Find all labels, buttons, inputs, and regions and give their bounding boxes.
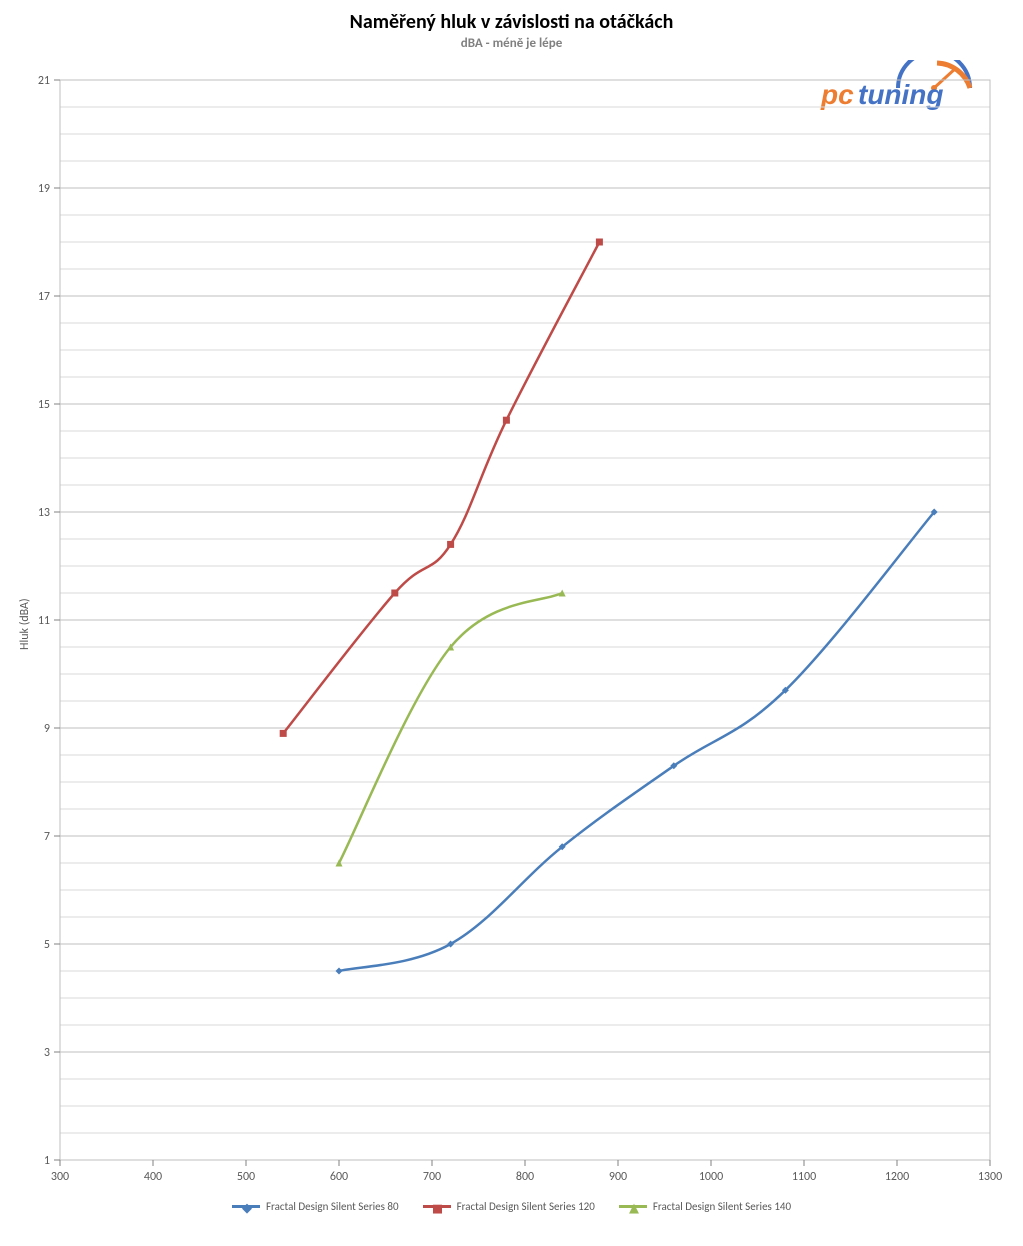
svg-text:900: 900: [609, 1170, 627, 1184]
legend-item: Fractal Design Silent Series 140: [619, 1200, 791, 1213]
svg-text:300: 300: [51, 1170, 69, 1184]
legend-label: Fractal Design Silent Series 120: [457, 1200, 595, 1213]
line-chart: 3004005006007008009001000110012001300135…: [0, 0, 1023, 1246]
svg-text:15: 15: [38, 398, 50, 412]
svg-text:13: 13: [38, 506, 50, 520]
svg-text:1000: 1000: [699, 1170, 723, 1184]
svg-text:11: 11: [38, 614, 50, 628]
legend-item: Fractal Design Silent Series 80: [232, 1200, 399, 1213]
svg-text:500: 500: [237, 1170, 255, 1184]
svg-text:1300: 1300: [978, 1170, 1002, 1184]
svg-text:400: 400: [144, 1170, 162, 1184]
svg-text:9: 9: [44, 722, 50, 736]
svg-text:21: 21: [38, 74, 50, 88]
svg-text:3: 3: [44, 1046, 50, 1060]
legend-label: Fractal Design Silent Series 80: [266, 1200, 399, 1213]
y-axis-label: Hluk (dBA): [18, 598, 32, 650]
svg-text:800: 800: [516, 1170, 534, 1184]
svg-text:17: 17: [38, 290, 50, 304]
legend-item: Fractal Design Silent Series 120: [423, 1200, 595, 1213]
legend-label: Fractal Design Silent Series 140: [653, 1200, 791, 1213]
chart-legend: Fractal Design Silent Series 80 Fractal D…: [0, 1200, 1023, 1213]
chart-container: Naměřený hluk v závislosti na otáčkách d…: [0, 0, 1023, 1246]
svg-text:1: 1: [44, 1154, 50, 1168]
svg-text:700: 700: [423, 1170, 441, 1184]
svg-text:19: 19: [38, 182, 50, 196]
svg-text:1200: 1200: [885, 1170, 909, 1184]
svg-text:5: 5: [44, 938, 50, 952]
svg-text:7: 7: [44, 830, 50, 844]
svg-text:600: 600: [330, 1170, 348, 1184]
svg-text:1100: 1100: [792, 1170, 816, 1184]
